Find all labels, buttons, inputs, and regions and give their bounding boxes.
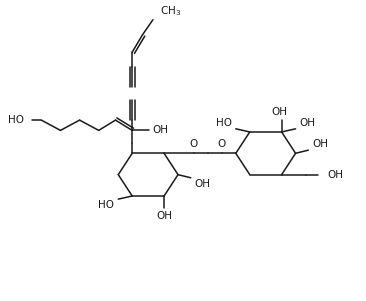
Text: OH: OH: [272, 107, 288, 117]
Text: OH: OH: [328, 170, 343, 180]
Text: HO: HO: [8, 115, 24, 125]
Text: O: O: [190, 138, 198, 149]
Text: OH: OH: [152, 126, 168, 135]
Text: OH: OH: [157, 211, 173, 221]
Text: CH$_3$: CH$_3$: [160, 4, 181, 18]
Text: OH: OH: [312, 139, 328, 149]
Text: O: O: [218, 138, 226, 149]
Text: OH: OH: [195, 178, 211, 189]
Text: HO: HO: [216, 118, 232, 128]
Text: OH: OH: [299, 118, 315, 128]
Text: HO: HO: [98, 200, 114, 210]
